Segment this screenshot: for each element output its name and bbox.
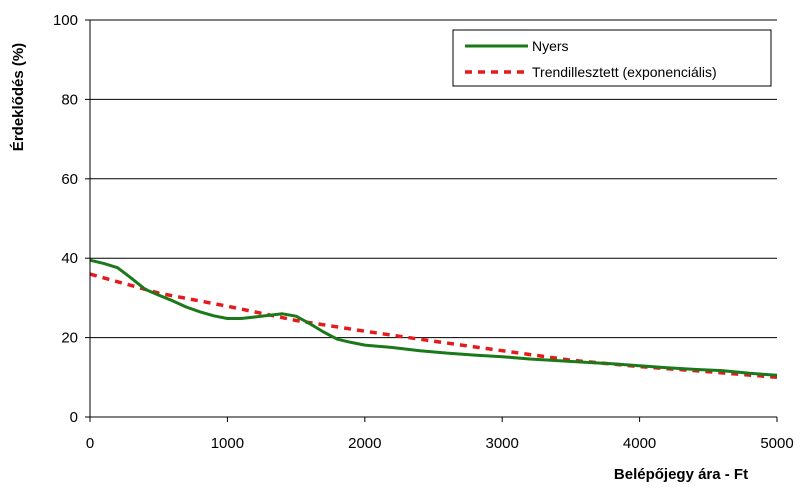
x-tick-label: 3000 bbox=[486, 435, 519, 452]
y-tick-label: 80 bbox=[61, 91, 78, 108]
series-line-0 bbox=[89, 258, 778, 377]
legend-label-trend: Trendillesztett (exponenciális) bbox=[532, 64, 717, 80]
series-lines bbox=[89, 258, 778, 380]
x-tick-label: 4000 bbox=[623, 435, 656, 452]
y-tick-label: 100 bbox=[53, 12, 78, 29]
x-tick-label: 0 bbox=[86, 435, 94, 452]
y-tick-labels: 0 20 40 60 80 100 bbox=[53, 12, 78, 426]
x-axis-title: Belépőjegy ára - Ft bbox=[614, 466, 748, 483]
axes bbox=[85, 19, 778, 422]
x-tick-label: 1000 bbox=[211, 435, 244, 452]
y-axis-title: Érdeklődés (%) bbox=[10, 43, 27, 151]
legend-box bbox=[452, 29, 772, 87]
legend: Nyers Trendillesztett (exponenciális) bbox=[452, 29, 772, 87]
x-tick-label: 2000 bbox=[348, 435, 381, 452]
y-tick-label: 40 bbox=[61, 250, 78, 267]
y-tick-label: 20 bbox=[61, 330, 78, 347]
x-tick-labels: 0 1000 2000 3000 4000 5000 bbox=[86, 435, 794, 452]
gridlines bbox=[90, 19, 777, 339]
series-line-1 bbox=[89, 272, 778, 380]
y-tick-label: 60 bbox=[61, 171, 78, 188]
y-tick-label: 0 bbox=[70, 409, 78, 426]
legend-label-nyers: Nyers bbox=[532, 38, 569, 54]
x-tick-label: 5000 bbox=[760, 435, 793, 452]
